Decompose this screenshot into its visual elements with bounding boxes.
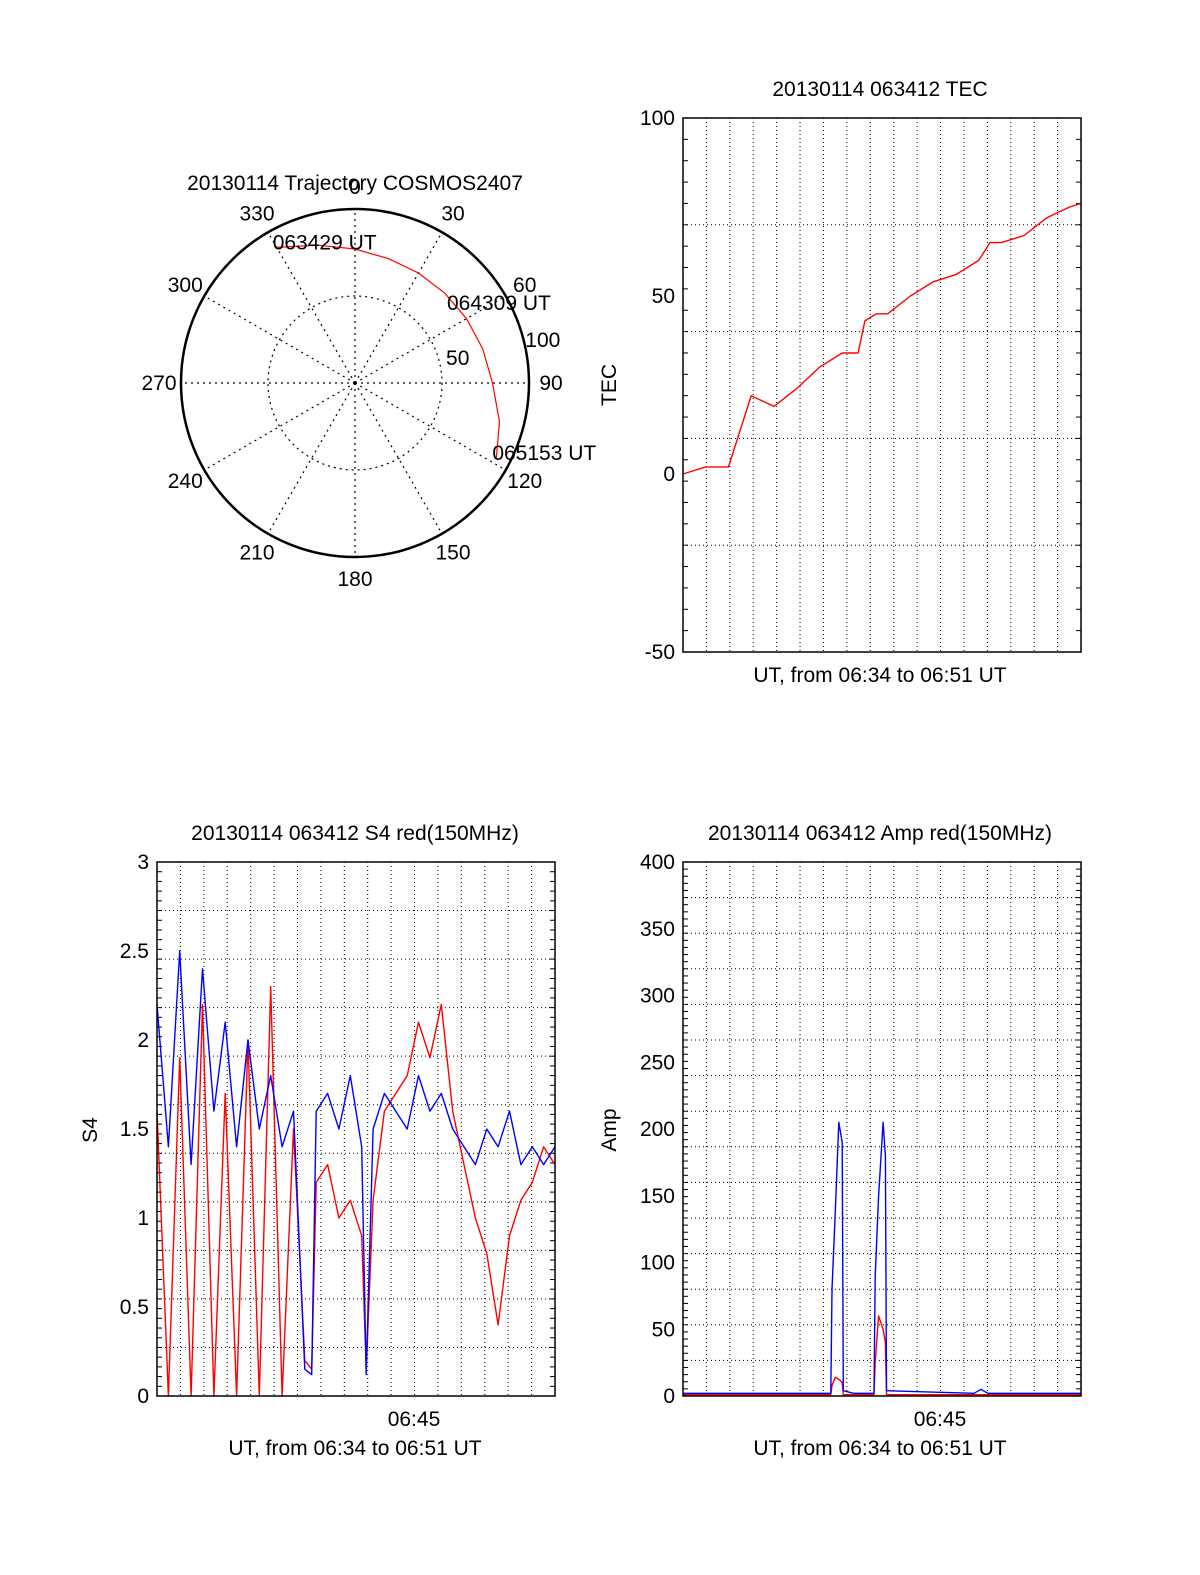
- y-tick-label: 50: [652, 1318, 675, 1341]
- polar-angle-label: 30: [441, 202, 464, 225]
- polar-angle-label: 180: [337, 568, 372, 591]
- polar-spoke: [354, 295, 506, 384]
- y-tick-label: 100: [640, 107, 675, 130]
- polar-angle-labels: 0 30 60 90 120 150 180 210 240 270 300 330 50 100: [141, 176, 562, 591]
- amp-title: 20130114 063412 Amp red(150MHz): [708, 822, 1052, 845]
- polar-angle-label: 210: [239, 542, 274, 565]
- amp-xlabel: UT, from 06:34 to 06:51 UT: [753, 1437, 1006, 1460]
- polar-angle-label: 90: [539, 372, 562, 395]
- series-blue-line: [683, 1121, 1081, 1395]
- s4-panel: 20130114 063412 S4 red(150MHz) UT, from …: [79, 822, 556, 1460]
- x-tick-label: 06:45: [388, 1408, 441, 1431]
- amp-panel: 20130114 063412 Amp red(150MHz) UT, from…: [598, 822, 1082, 1460]
- y-tick-label: 3: [137, 851, 149, 874]
- y-tick-label: -50: [645, 641, 675, 664]
- polar-spoke: [354, 382, 443, 534]
- y-tick-label: 150: [640, 1185, 675, 1208]
- polar-angle-label: 300: [168, 274, 203, 297]
- y-tick-label: 50: [652, 285, 675, 308]
- polar-spoke: [267, 232, 356, 384]
- plot-frame: [682, 117, 1082, 653]
- polar-angle-label: 60: [513, 274, 536, 297]
- polar-spoke: [267, 382, 356, 534]
- polar-trajectory-panel: 20130114 Trajectory COSMOS2407 0 30 60 90 12…: [141, 172, 596, 591]
- amp-ylabel: Amp: [598, 1108, 621, 1151]
- polar-spoke: [354, 382, 506, 471]
- polar-trajectory-line: [276, 244, 501, 459]
- y-tick-label: 0: [663, 1385, 675, 1408]
- y-tick-label: 300: [640, 985, 675, 1008]
- polar-angle-label: 150: [435, 542, 470, 565]
- y-tick-label: 0: [663, 463, 675, 486]
- series-red-line: [683, 1315, 1081, 1396]
- y-tick-label: 0: [137, 1385, 149, 1408]
- polar-annotations: 063429 UT 064309 UT 065153 UT: [273, 231, 597, 465]
- polar-time-annotation: 063429 UT: [273, 231, 377, 254]
- y-tick-label: 1.5: [120, 1118, 149, 1141]
- polar-spoke: [204, 382, 356, 471]
- y-tick-label: 2.5: [120, 940, 149, 963]
- polar-trajectory-series: [276, 244, 501, 459]
- polar-title: 20130114 Trajectory COSMOS2407: [187, 172, 523, 195]
- polar-spoke: [204, 295, 356, 384]
- polar-angle-label: 240: [168, 470, 203, 493]
- polar-radius-label: 50: [446, 347, 469, 370]
- x-tick-label: 06:45: [914, 1408, 967, 1431]
- series-red-line: [682, 202, 1082, 475]
- polar-outer-circle: [179, 207, 531, 559]
- plot-frame: [682, 861, 1082, 1397]
- polar-time-annotation: 064309 UT: [447, 292, 551, 315]
- polar-grid: [179, 207, 531, 559]
- s4-xlabel: UT, from 06:34 to 06:51 UT: [228, 1437, 481, 1460]
- y-tick-label: 400: [640, 851, 675, 874]
- y-tick-label: 2: [137, 1029, 149, 1052]
- polar-time-annotation: 065153 UT: [492, 442, 596, 465]
- polar-angle-label: 120: [507, 470, 542, 493]
- y-tick-label: 100: [640, 1252, 675, 1275]
- polar-radius-ring: [267, 295, 443, 471]
- y-tick-label: 1: [137, 1207, 149, 1230]
- tec-panel: 20130114 063412 TEC UT, from 06:34 to 06…: [598, 78, 1082, 687]
- y-tick-label: 200: [640, 1118, 675, 1141]
- polar-angle-label: 270: [141, 372, 176, 395]
- tec-title: 20130114 063412 TEC: [772, 78, 987, 101]
- s4-ylabel: S4: [79, 1117, 102, 1143]
- polar-spoke: [354, 232, 443, 384]
- tec-ylabel: TEC: [598, 364, 621, 406]
- plot-frame: [156, 861, 556, 1397]
- polar-angle-label: 0: [349, 176, 361, 199]
- tec-xlabel: UT, from 06:34 to 06:51 UT: [753, 664, 1006, 687]
- polar-radius-label: 100: [525, 329, 560, 352]
- y-tick-label: 350: [640, 918, 675, 941]
- polar-angle-label: 330: [239, 202, 274, 225]
- s4-title: 20130114 063412 S4 red(150MHz): [191, 822, 519, 845]
- series-red-line: [156, 985, 556, 1397]
- y-tick-label: 250: [640, 1051, 675, 1074]
- y-tick-label: 0.5: [120, 1296, 149, 1319]
- series-blue-line: [156, 950, 556, 1376]
